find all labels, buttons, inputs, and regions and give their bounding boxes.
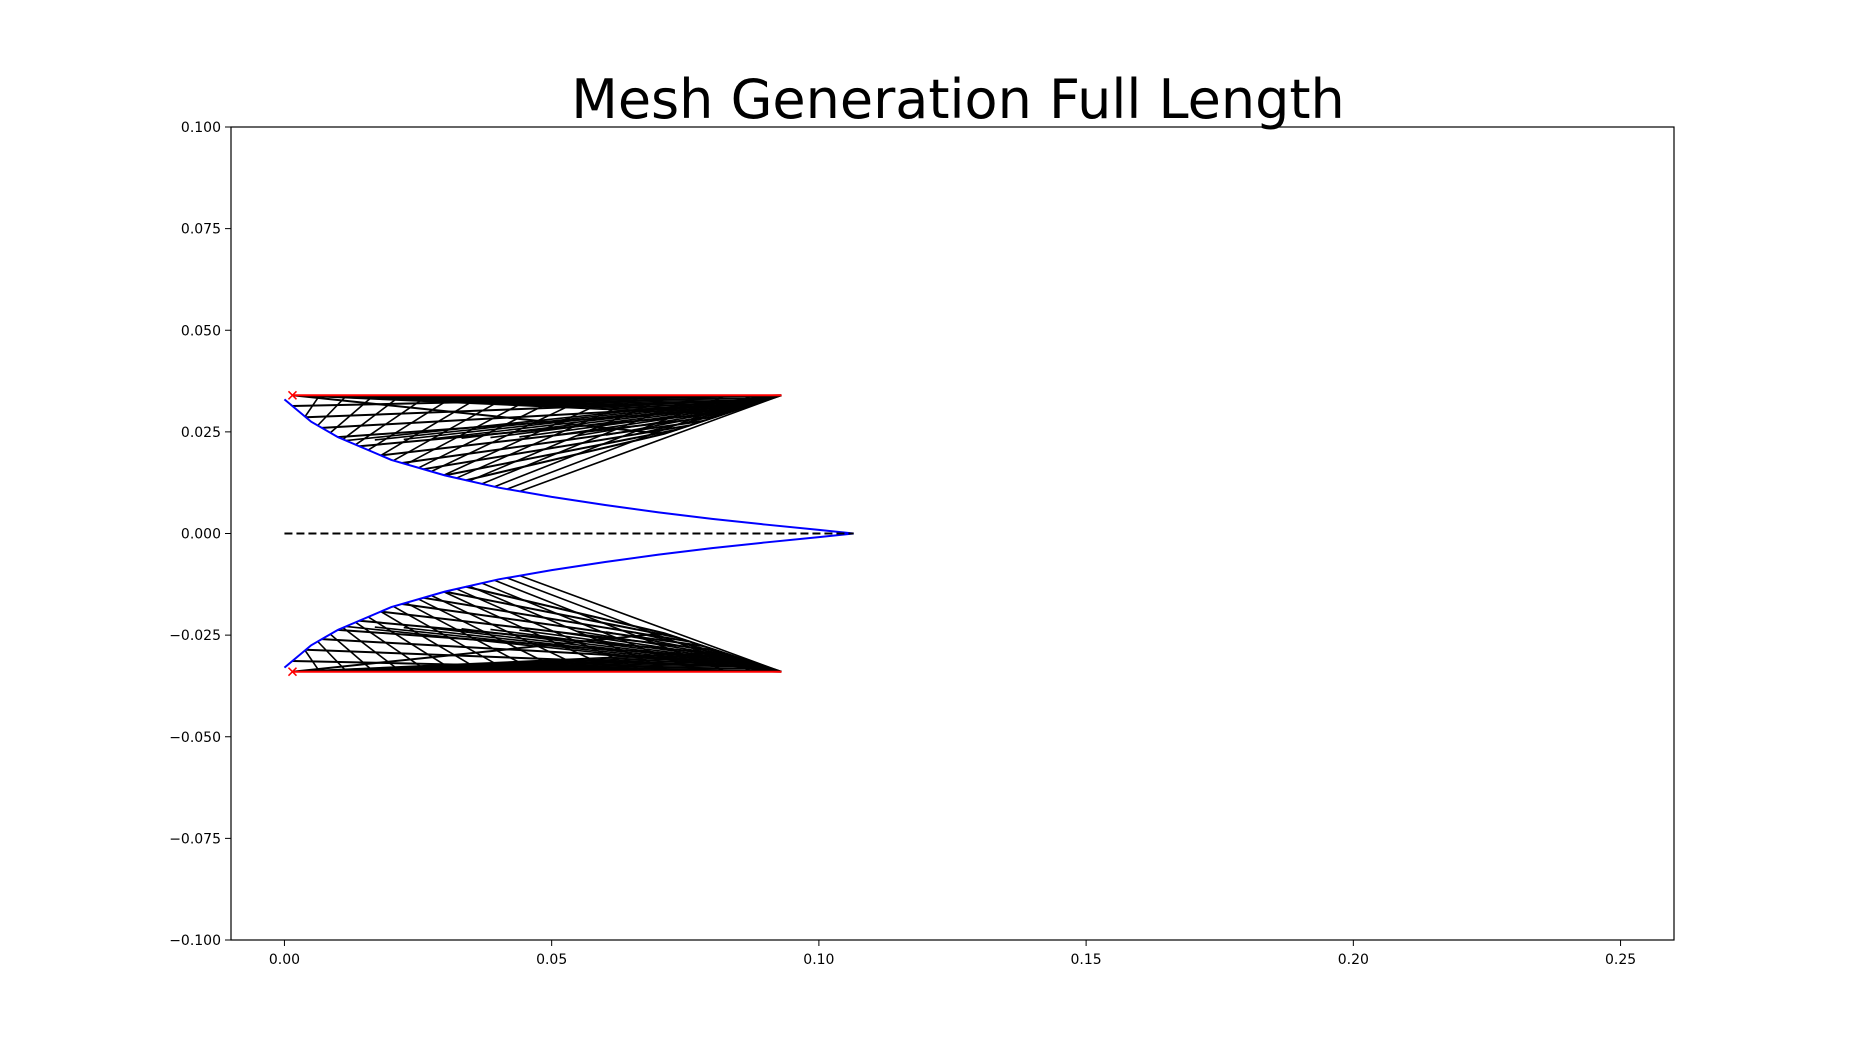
mesh-line (405, 602, 538, 673)
x-marker (287, 390, 297, 400)
mesh-line (355, 394, 429, 446)
mesh-line (494, 579, 728, 673)
mesh-line (401, 602, 704, 647)
contour-upper-line (283, 398, 854, 535)
mesh-line (468, 585, 674, 673)
y-tick-label: 0.000 (181, 527, 221, 543)
mesh-line (443, 394, 619, 476)
y-tick-label: −0.075 (169, 831, 221, 847)
mesh-inner-edge (292, 394, 665, 435)
y-tick-label: 0.100 (181, 120, 221, 136)
mesh-line (418, 598, 565, 673)
mesh-line (380, 394, 484, 457)
mesh-line (468, 394, 674, 482)
y-tick-label: 0.050 (181, 323, 221, 339)
mesh-line (430, 594, 592, 673)
mesh-line (456, 588, 646, 673)
x-marker-stroke (287, 390, 297, 400)
x-tick-label: 0.05 (536, 952, 567, 968)
mesh-line (506, 394, 755, 490)
mesh-line (405, 394, 538, 465)
mesh-line (481, 582, 701, 673)
mesh-line (342, 627, 402, 673)
x-marker (287, 667, 297, 677)
y-tick-label: 0.025 (181, 425, 221, 441)
y-tick-label: 0.075 (181, 222, 221, 238)
mesh-line (494, 394, 728, 488)
x-tick-label: 0.15 (1071, 952, 1102, 968)
mesh-line (367, 394, 456, 451)
x-tick-label: 0.10 (803, 952, 834, 968)
mesh-line (481, 394, 701, 485)
mesh-line (519, 574, 782, 673)
y-tick-label: −0.100 (169, 933, 221, 949)
x-marker-stroke (287, 667, 297, 677)
x-tick-label: 0.00 (269, 952, 300, 968)
mesh-line (367, 616, 456, 673)
mesh-line (605, 410, 734, 436)
mesh-line (506, 577, 755, 673)
mesh-tip-edge (663, 632, 782, 673)
y-tick-label: −0.025 (169, 628, 221, 644)
mesh-line (380, 610, 484, 673)
mesh-line (292, 651, 723, 673)
mesh-line (329, 633, 375, 673)
mesh-line (393, 605, 511, 673)
mesh-line (430, 394, 592, 473)
mesh-tip-edge (663, 394, 782, 435)
contour-lower-line (283, 532, 854, 669)
mesh-line (393, 394, 511, 462)
mesh-line (443, 591, 619, 673)
axes: 0.00 0.05 0.10 0.15 0.20 0.25 0.100 0.075 0.050 0… (169, 120, 1675, 968)
mesh-line (355, 621, 429, 673)
plot-area (283, 390, 854, 677)
mesh-inner-edge (292, 632, 665, 673)
mesh-line (292, 394, 723, 416)
mesh-line (329, 394, 375, 434)
mesh-line (456, 394, 646, 479)
mesh-line (418, 394, 565, 469)
mesh-line (519, 394, 782, 493)
y-tick-label: −0.050 (169, 730, 221, 746)
mesh-line (605, 631, 734, 657)
mesh-line (342, 394, 402, 440)
chart-title: Mesh Generation Full Length (571, 68, 1345, 131)
x-tick-label: 0.20 (1338, 952, 1369, 968)
x-tick-label: 0.25 (1605, 952, 1636, 968)
mesh-line (401, 420, 704, 465)
